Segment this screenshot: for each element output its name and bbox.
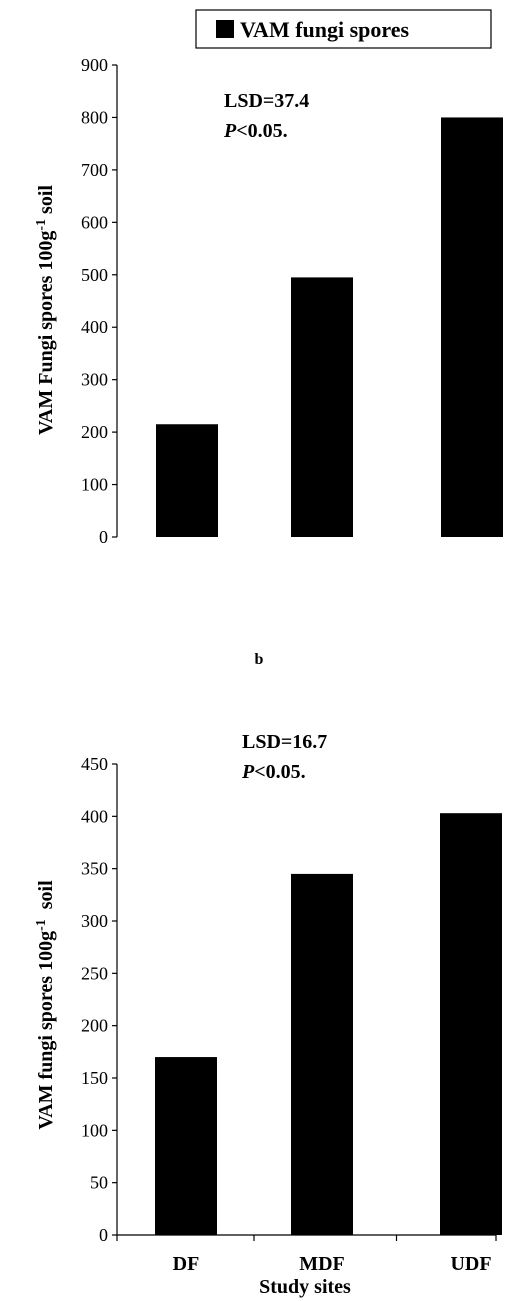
chart2-y-tick-label: 250 <box>81 963 108 983</box>
chart2-ylabel-tail: soil <box>35 880 57 919</box>
chart2-y-tick-label: 450 <box>81 754 108 774</box>
chart2-y-tick-label: 400 <box>81 806 108 826</box>
chart2-y-axis-label: VAM fungi spores 100g-1 soil <box>34 880 58 1130</box>
chart2-category-label-mdf: MDF <box>299 1253 345 1275</box>
chart1-y-tick-label: 500 <box>81 265 108 285</box>
chart1-y-tick-label: 400 <box>81 317 108 337</box>
chart2-lsd: LSD=16.7 <box>242 731 327 753</box>
chart2-y-tick-label: 0 <box>99 1225 108 1245</box>
chart2-bar-df <box>155 1057 217 1235</box>
chart1-y-tick-label: 600 <box>81 212 108 232</box>
chart1-y-tick-label: 900 <box>81 55 108 75</box>
chart2-category-label-df: DF <box>173 1253 200 1275</box>
chart2-annotation: LSD=16.7 P<0.05. <box>241 731 327 783</box>
chart2-x-axis-label: Study sites <box>259 1276 351 1298</box>
chart1-y-tick-label: 800 <box>81 107 108 127</box>
chart1-ylabel-tail: soil <box>35 185 57 219</box>
chart2-bar-mdf <box>291 873 353 1235</box>
chart1-y-tick-label: 700 <box>81 160 108 180</box>
chart2-p-italic: P <box>241 761 255 783</box>
chart2-ylabel-sup: -1 <box>34 919 49 931</box>
chart2-p-value: P<0.05. <box>241 761 306 783</box>
chart1-ylabel-sup: -1 <box>34 219 49 231</box>
chart-2: 0 50 100 150 200 250 300 350 400 450 DF MDF UDF LSD… <box>34 731 502 1298</box>
legend: VAM fungi spores <box>195 9 492 49</box>
chart1-y-tick-label: 200 <box>81 422 108 442</box>
legend-box <box>195 9 492 49</box>
chart1-y-tick-label: 0 <box>99 527 108 547</box>
chart1-ylabel-main: VAM Fungi spores 100g <box>35 231 57 435</box>
chart1-bars <box>156 117 503 537</box>
chart1-p-italic: P <box>223 120 237 142</box>
chart2-y-ticks: 0 50 100 150 200 250 300 350 400 450 <box>81 754 117 1245</box>
legend-label: VAM fungi spores <box>240 17 410 42</box>
chart1-bar-udf <box>441 117 503 537</box>
panel-label-b: b <box>255 651 264 668</box>
chart2-y-tick-label: 150 <box>81 1068 108 1088</box>
chart2-category-label-udf: UDF <box>450 1253 491 1275</box>
chart1-y-axis-label: VAM Fungi spores 100g-1 soil <box>34 185 58 435</box>
chart2-p-rest: <0.05. <box>254 761 305 783</box>
chart2-y-tick-label: 50 <box>90 1173 108 1193</box>
chart1-p-rest: <0.05. <box>236 120 287 142</box>
legend-swatch <box>216 20 234 38</box>
chart1-p-value: P<0.05. <box>223 120 288 142</box>
chart2-y-tick-label: 100 <box>81 1120 108 1140</box>
chart1-y-tick-label: 300 <box>81 370 108 390</box>
chart1-annotation: LSD=37.4 P<0.05. <box>223 90 309 142</box>
chart1-y-tick-label: 100 <box>81 475 108 495</box>
chart1-lsd: LSD=37.4 <box>224 90 309 112</box>
chart2-bars <box>155 813 502 1235</box>
chart2-category-labels: DF MDF UDF <box>173 1253 492 1275</box>
chart2-y-tick-label: 350 <box>81 859 108 879</box>
chart2-bar-udf <box>440 813 502 1235</box>
chart2-y-tick-label: 200 <box>81 1016 108 1036</box>
chart-1: 0 100 200 300 400 500 600 700 800 900 LSD=37.4 P<… <box>34 55 503 547</box>
chart2-y-tick-label: 300 <box>81 911 108 931</box>
chart1-bar-df <box>156 424 218 537</box>
chart1-bar-mdf <box>291 277 353 537</box>
chart1-y-ticks: 0 100 200 300 400 500 600 700 800 900 <box>81 55 117 547</box>
chart2-x-ticks <box>116 1235 497 1241</box>
chart2-ylabel-main: VAM fungi spores 100g <box>35 931 57 1130</box>
